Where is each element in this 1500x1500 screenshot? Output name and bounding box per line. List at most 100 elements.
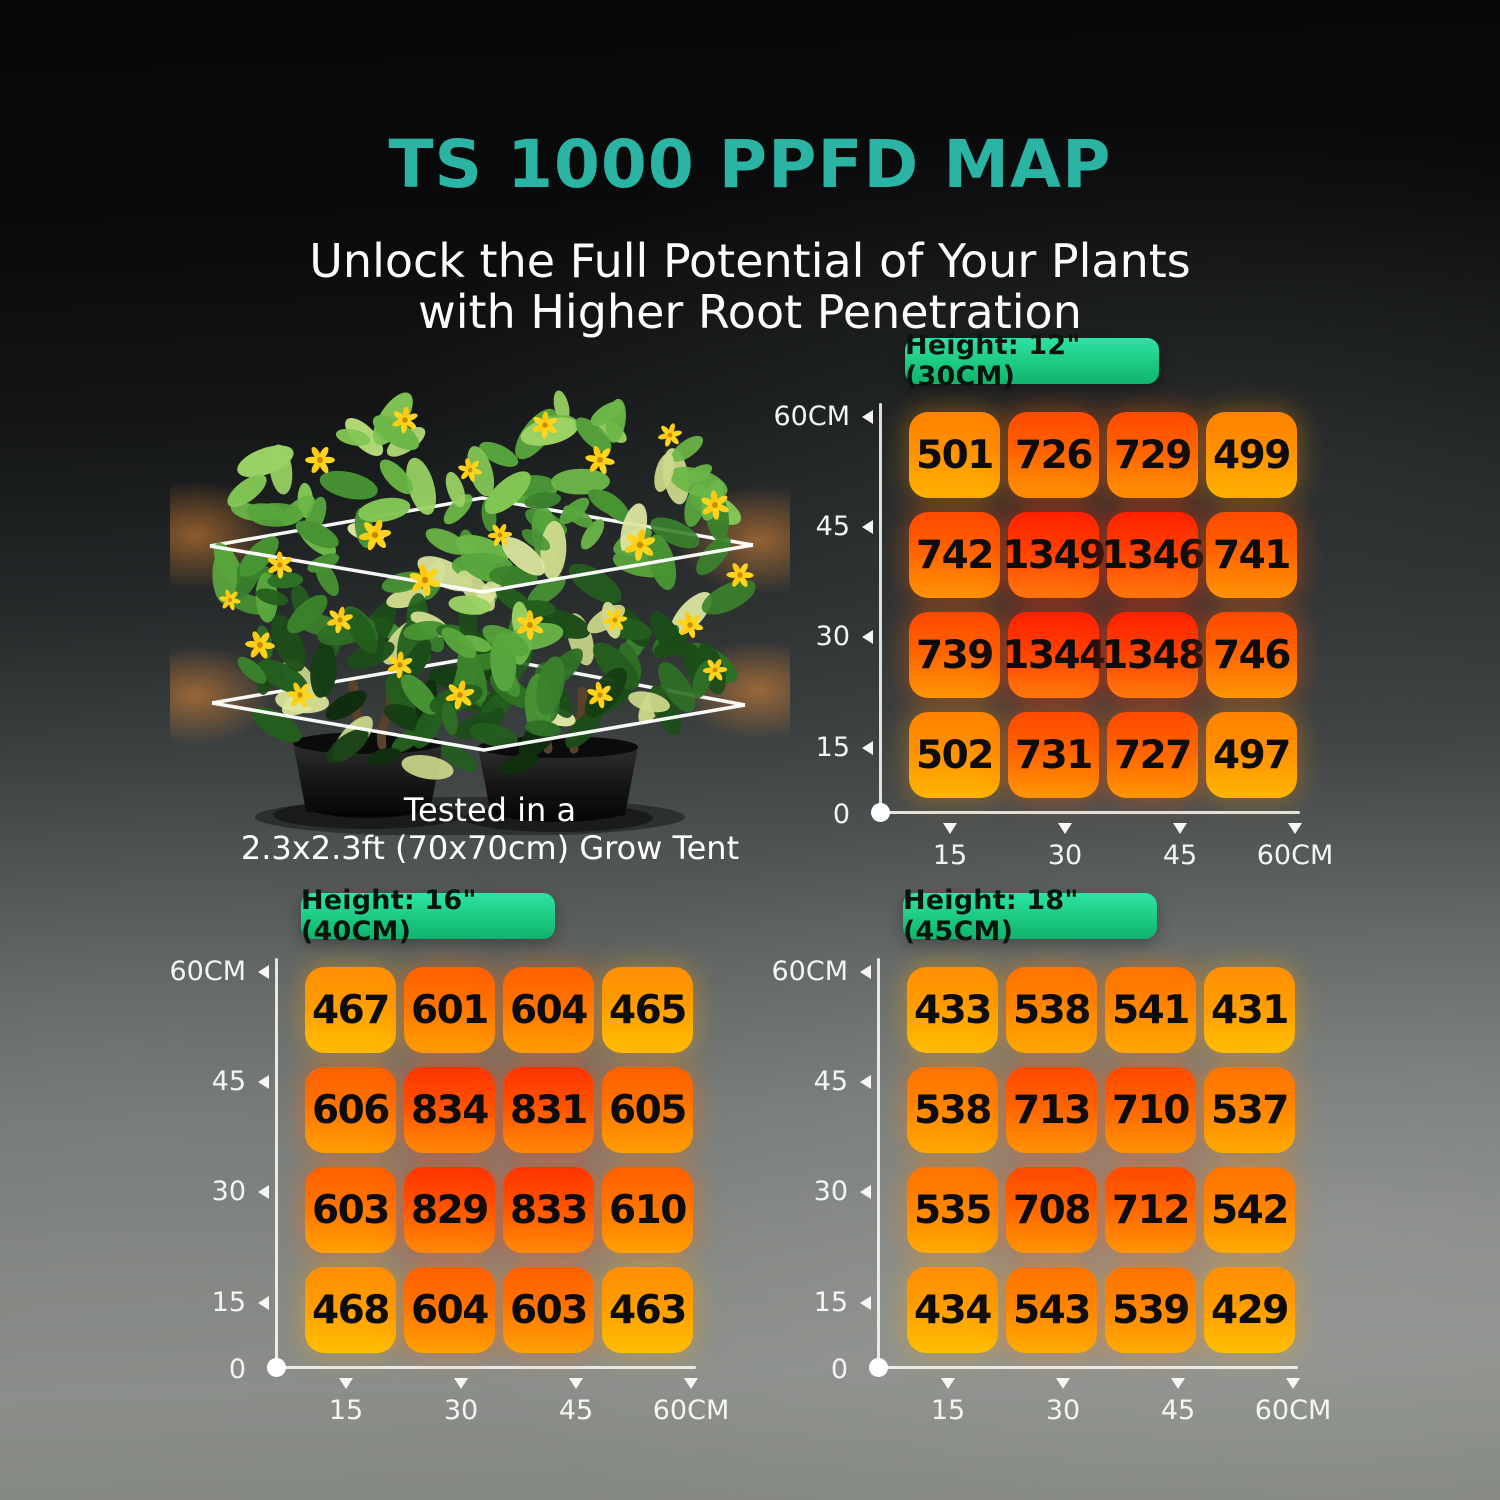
ppfd-value-tile: 605 bbox=[602, 1067, 693, 1153]
ppfd-chart-2: Height: 16"(40CM) 60CM 45 30 15 0 467 601 604 4… bbox=[146, 885, 746, 1500]
y-tick-arrow-icon bbox=[258, 1296, 269, 1310]
x-tick-arrow-icon bbox=[1173, 823, 1187, 834]
page-subtitle: Unlock the Full Potential of Your Plants… bbox=[0, 236, 1500, 338]
y-tick-label: 15 bbox=[813, 1287, 848, 1318]
y-tick-label: 0 bbox=[228, 1354, 246, 1385]
plant-caption: Tested in a 2.3x2.3ft (70x70cm) Grow Ten… bbox=[190, 791, 790, 867]
ppfd-value-tile: 538 bbox=[1006, 967, 1097, 1053]
ppfd-value-tile: 535 bbox=[907, 1167, 998, 1253]
ppfd-value-tile: 497 bbox=[1206, 712, 1297, 798]
heatmap-grid: 433 538 541 431 538 713 710 537 535 708 712 542 434 5… bbox=[907, 967, 1295, 1353]
ppfd-value-tile: 542 bbox=[1204, 1167, 1295, 1253]
ppfd-value-tile: 1346 bbox=[1101, 512, 1205, 598]
y-tick-label: 0 bbox=[830, 1354, 848, 1385]
height-badge: Height: 18"(45CM) bbox=[903, 885, 1157, 947]
y-tick-arrow-icon bbox=[860, 1185, 871, 1199]
ppfd-value-tile: 502 bbox=[909, 712, 1000, 798]
x-tick-arrow-icon bbox=[1171, 1378, 1185, 1389]
x-tick-arrow-icon bbox=[1056, 1378, 1070, 1389]
x-tick-arrow-icon bbox=[1288, 823, 1302, 834]
ppfd-value-tile: 833 bbox=[503, 1167, 594, 1253]
ppfd-value-tile: 831 bbox=[503, 1067, 594, 1153]
plot-area: 60CM 45 30 15 0 433 538 541 431 538 713 710 537 535 7… bbox=[748, 951, 1348, 1500]
y-tick-label: 30 bbox=[813, 1176, 848, 1207]
x-tick-arrow-icon bbox=[943, 823, 957, 834]
ppfd-value-tile: 463 bbox=[602, 1267, 693, 1353]
y-tick-arrow-icon bbox=[862, 410, 873, 424]
y-tick-arrow-icon bbox=[860, 1075, 871, 1089]
ppfd-chart-3: Height: 18"(45CM) 60CM 45 30 15 0 433 538 541 4… bbox=[748, 885, 1348, 1500]
ppfd-value-tile: 541 bbox=[1105, 967, 1196, 1053]
ppfd-value-tile: 431 bbox=[1204, 967, 1295, 1053]
x-tick-arrow-icon bbox=[941, 1378, 955, 1389]
plant-photo bbox=[110, 390, 845, 837]
y-tick-arrow-icon bbox=[860, 965, 871, 979]
ppfd-value-tile: 834 bbox=[404, 1067, 495, 1153]
y-tick-label: 30 bbox=[211, 1176, 246, 1207]
height-badge-label: Height: 16"(40CM) bbox=[301, 885, 477, 947]
ppfd-value-tile: 429 bbox=[1204, 1267, 1295, 1353]
heatmap-grid: 467 601 604 465 606 834 831 605 603 829 833 610 468 6… bbox=[305, 967, 693, 1353]
y-tick-label: 60CM bbox=[773, 401, 850, 432]
ppfd-value-tile: 537 bbox=[1204, 1067, 1295, 1153]
ppfd-value-tile: 713 bbox=[1006, 1067, 1097, 1153]
y-tick-arrow-icon bbox=[862, 630, 873, 644]
ppfd-value-tile: 465 bbox=[602, 967, 693, 1053]
x-tick-arrow-icon bbox=[454, 1378, 468, 1389]
height-badge: Height: 12"(30CM) bbox=[905, 330, 1159, 392]
origin-dot bbox=[871, 803, 890, 822]
x-axis-line bbox=[879, 811, 1300, 814]
x-tick-label: 60CM bbox=[1254, 1395, 1332, 1426]
x-tick-arrow-icon bbox=[1286, 1378, 1300, 1389]
ppfd-value-tile: 710 bbox=[1105, 1067, 1196, 1153]
ppfd-value-tile: 742 bbox=[909, 512, 1000, 598]
plant-caption-line-2: 2.3x2.3ft (70x70cm) Grow Tent bbox=[240, 829, 740, 867]
ppfd-value-tile: 726 bbox=[1008, 412, 1099, 498]
y-tick-arrow-icon bbox=[258, 965, 269, 979]
measure-plane-front-edges bbox=[209, 543, 754, 752]
ppfd-value-tile: 601 bbox=[404, 967, 495, 1053]
ppfd-value-tile: 712 bbox=[1105, 1167, 1196, 1253]
page-title: TS 1000 PPFD MAP bbox=[388, 126, 1112, 203]
x-tick-label: 30 bbox=[1045, 1395, 1081, 1426]
x-tick-arrow-icon bbox=[569, 1378, 583, 1389]
x-tick-label: 45 bbox=[1160, 1395, 1196, 1426]
x-tick-label: 30 bbox=[1047, 840, 1083, 871]
ppfd-value-tile: 1348 bbox=[1101, 612, 1205, 698]
x-tick-label: 15 bbox=[328, 1395, 364, 1426]
ppfd-value-tile: 603 bbox=[503, 1267, 594, 1353]
y-tick-label: 15 bbox=[211, 1287, 246, 1318]
y-tick-label: 15 bbox=[815, 732, 850, 763]
ppfd-value-tile: 543 bbox=[1006, 1267, 1097, 1353]
ppfd-value-tile: 741 bbox=[1206, 512, 1297, 598]
y-tick-arrow-icon bbox=[860, 1296, 871, 1310]
origin-dot bbox=[869, 1358, 888, 1377]
y-tick-label: 60CM bbox=[771, 956, 848, 987]
ppfd-chart-1: Height: 12"(30CM) 60CM 45 30 15 0 501 726 729 4… bbox=[750, 330, 1350, 960]
x-tick-label: 15 bbox=[932, 840, 968, 871]
x-axis-line bbox=[275, 1366, 696, 1369]
height-badge: Height: 16"(40CM) bbox=[301, 885, 555, 947]
y-tick-label: 30 bbox=[815, 621, 850, 652]
y-tick-label: 45 bbox=[815, 511, 850, 542]
plant-foliage bbox=[212, 390, 756, 780]
x-tick-label: 60CM bbox=[652, 1395, 730, 1426]
y-tick-label: 45 bbox=[211, 1066, 246, 1097]
ppfd-value-tile: 708 bbox=[1006, 1167, 1097, 1253]
x-tick-arrow-icon bbox=[339, 1378, 353, 1389]
x-tick-label: 15 bbox=[930, 1395, 966, 1426]
ppfd-value-tile: 467 bbox=[305, 967, 396, 1053]
ppfd-value-tile: 499 bbox=[1206, 412, 1297, 498]
ppfd-value-tile: 433 bbox=[907, 967, 998, 1053]
ppfd-value-tile: 468 bbox=[305, 1267, 396, 1353]
ppfd-value-tile: 746 bbox=[1206, 612, 1297, 698]
ppfd-value-tile: 606 bbox=[305, 1067, 396, 1153]
y-tick-arrow-icon bbox=[258, 1075, 269, 1089]
ppfd-value-tile: 603 bbox=[305, 1167, 396, 1253]
ppfd-value-tile: 604 bbox=[404, 1267, 495, 1353]
y-tick-label: 0 bbox=[832, 799, 850, 830]
ppfd-value-tile: 731 bbox=[1008, 712, 1099, 798]
x-tick-label: 45 bbox=[558, 1395, 594, 1426]
ppfd-value-tile: 1344 bbox=[1002, 612, 1106, 698]
x-tick-label: 30 bbox=[443, 1395, 479, 1426]
